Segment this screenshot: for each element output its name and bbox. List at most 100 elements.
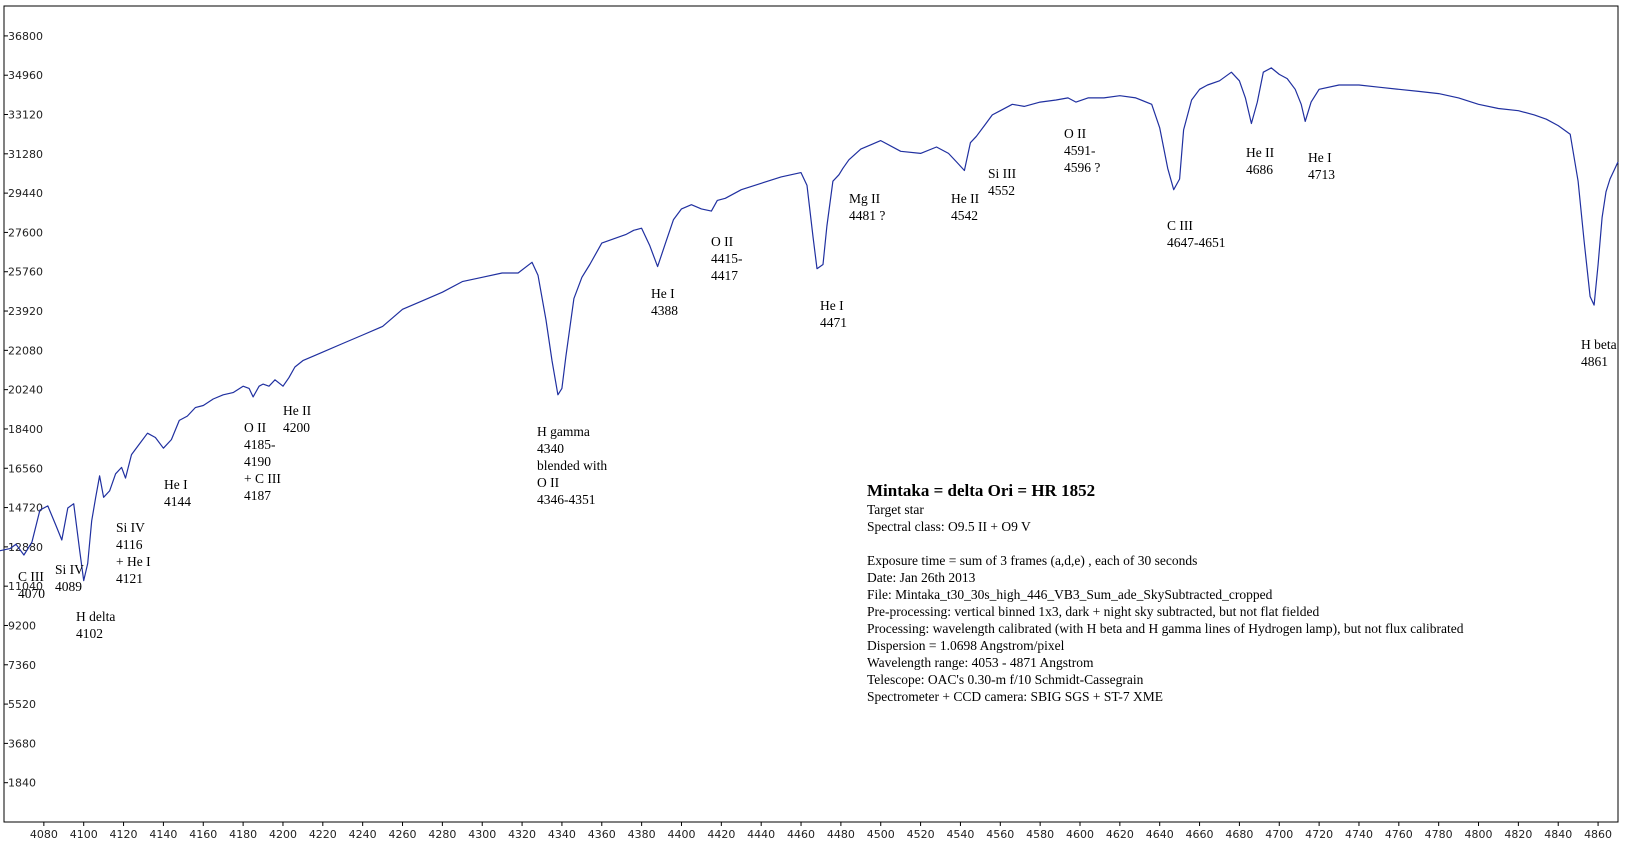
y-tick-label: 20240 — [8, 384, 43, 397]
line-annotation: O II 4591- 4596 ? — [1064, 126, 1100, 175]
spectrum-line — [0, 67, 1619, 582]
x-tick-label: 4760 — [1385, 828, 1413, 841]
x-tick-label: 4280 — [428, 828, 456, 841]
annotation-text: 4190 — [244, 454, 271, 469]
x-tick-label: 4240 — [349, 828, 377, 841]
info-line: Spectrometer + CCD camera: SBIG SGS + ST… — [867, 689, 1163, 704]
line-annotation: Si IV 4116 + He I 4121 — [116, 520, 151, 586]
annotation-text: 4070 — [18, 586, 45, 601]
y-tick-label: 25760 — [8, 266, 43, 279]
line-annotation: He I 4388 — [651, 286, 678, 318]
x-tick-label: 4120 — [110, 828, 138, 841]
annotation-text: O II — [537, 475, 560, 490]
annotation-text: 4542 — [951, 208, 978, 223]
x-tick-label: 4340 — [548, 828, 576, 841]
annotation-text: 4116 — [116, 537, 143, 552]
x-tick-label: 4440 — [747, 828, 775, 841]
line-annotation: H gamma 4340 blended with O II 4346-4351 — [537, 424, 607, 507]
annotation-text: 4686 — [1246, 162, 1273, 177]
annotation-text: + C III — [244, 471, 281, 486]
line-annotation: He II 4686 — [1246, 145, 1275, 177]
y-tick-label: 5520 — [8, 698, 36, 711]
annotation-text: He I — [164, 477, 188, 492]
y-tick-label: 14720 — [8, 502, 43, 515]
info-line: File: Mintaka_t30_30s_high_446_VB3_Sum_a… — [867, 587, 1273, 602]
x-tick-label: 4400 — [667, 828, 695, 841]
x-tick-label: 4740 — [1345, 828, 1373, 841]
x-tick-label: 4480 — [827, 828, 855, 841]
line-annotation: He II 4200 — [283, 403, 312, 435]
line-annotation: He I 4713 — [1308, 150, 1335, 182]
annotation-text: 4596 ? — [1064, 160, 1100, 175]
annotation-text: H gamma — [537, 424, 590, 439]
annotation-text: H delta — [76, 609, 115, 624]
y-tick-label: 11040 — [8, 580, 43, 593]
info-line: Exposure time = sum of 3 frames (a,d,e) … — [867, 553, 1197, 568]
annotation-text: C III — [18, 569, 44, 584]
annotation-text: 4200 — [283, 420, 310, 435]
x-tick-label: 4580 — [1026, 828, 1054, 841]
annotation-text: He I — [651, 286, 675, 301]
annotation-text: 4552 — [988, 183, 1015, 198]
y-tick-label: 27600 — [8, 226, 43, 239]
annotation-text: He II — [951, 191, 980, 206]
annotation-text: Si III — [988, 166, 1017, 181]
y-tick-label: 1840 — [8, 777, 36, 790]
info-line: Date: Jan 26th 2013 — [867, 570, 976, 585]
y-tick-label: 36800 — [8, 30, 43, 43]
info-line: Dispersion = 1.0698 Angstrom/pixel — [867, 638, 1065, 653]
x-tick-label: 4160 — [189, 828, 217, 841]
x-tick-label: 4420 — [707, 828, 735, 841]
y-tick-label: 22080 — [8, 344, 43, 357]
annotation-text: He I — [820, 298, 844, 313]
y-tick-label: 3680 — [8, 737, 36, 750]
annotation-text: 4861 — [1581, 354, 1608, 369]
line-annotation: Si III 4552 — [988, 166, 1017, 198]
y-tick-label: 12880 — [8, 541, 43, 554]
line-annotation: H beta 4861 — [1581, 337, 1617, 369]
annotation-text: He I — [1308, 150, 1332, 165]
annotation-text: 4346-4351 — [537, 492, 596, 507]
x-tick-label: 4200 — [269, 828, 297, 841]
x-tick-label: 4260 — [389, 828, 417, 841]
x-tick-label: 4680 — [1225, 828, 1253, 841]
series-layer — [0, 67, 1619, 582]
annotation-text: 4089 — [55, 579, 82, 594]
y-tick-label: 23920 — [8, 305, 43, 318]
annotation-text: 4591- — [1064, 143, 1096, 158]
y-tick-label: 33120 — [8, 109, 43, 122]
annotation-text: 4481 ? — [849, 208, 885, 223]
x-tick-label: 4140 — [149, 828, 177, 841]
info-line: Target star — [867, 502, 924, 517]
annotation-text: O II — [244, 420, 267, 435]
x-tick-label: 4700 — [1265, 828, 1293, 841]
annotation-text: Si IV — [116, 520, 145, 535]
annotation-text: He II — [283, 403, 312, 418]
annotation-text: Mg II — [849, 191, 881, 206]
x-tick-label: 4520 — [907, 828, 935, 841]
x-tick-label: 4500 — [867, 828, 895, 841]
x-tick-label: 4100 — [70, 828, 98, 841]
annotation-text: 4102 — [76, 626, 103, 641]
info-line: Telescope: OAC's 0.30-m f/10 Schmidt-Cas… — [867, 672, 1144, 687]
annotation-text: 4121 — [116, 571, 143, 586]
annotation-text: 4388 — [651, 303, 678, 318]
line-annotation: O II 4415- 4417 — [711, 234, 743, 283]
y-tick-label: 34960 — [8, 69, 43, 82]
x-tick-label: 4860 — [1584, 828, 1612, 841]
annotation-text: 4340 — [537, 441, 564, 456]
x-tick-label: 4380 — [628, 828, 656, 841]
info-line: Pre-processing: vertical binned 1x3, dar… — [867, 604, 1320, 619]
line-annotation: H delta 4102 — [76, 609, 115, 641]
x-tick-label: 4300 — [468, 828, 496, 841]
line-annotation: Mg II 4481 ? — [849, 191, 885, 223]
annotation-text: 4471 — [820, 315, 847, 330]
x-tick-label: 4320 — [508, 828, 536, 841]
annotation-text: 4417 — [711, 268, 738, 283]
x-tick-label: 4840 — [1544, 828, 1572, 841]
x-tick-label: 4080 — [30, 828, 58, 841]
annotation-text: 4713 — [1308, 167, 1335, 182]
y-tick-label: 7360 — [8, 659, 36, 672]
info-title: Mintaka = delta Ori = HR 1852 — [867, 481, 1095, 500]
